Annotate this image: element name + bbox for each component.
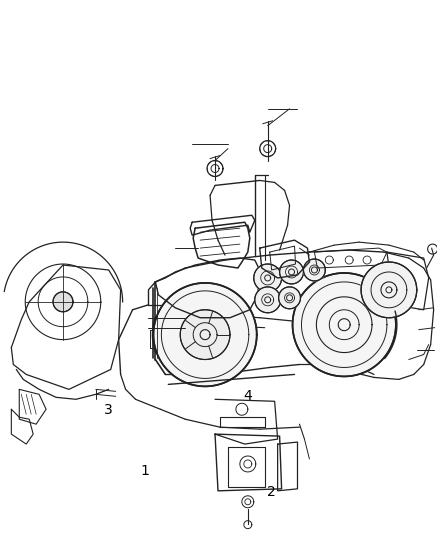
Polygon shape — [293, 273, 396, 376]
Polygon shape — [153, 283, 257, 386]
Text: 4: 4 — [243, 390, 252, 403]
Text: 1: 1 — [141, 464, 149, 478]
Polygon shape — [279, 260, 304, 284]
Polygon shape — [53, 292, 73, 312]
Polygon shape — [180, 310, 230, 360]
Polygon shape — [255, 287, 281, 313]
Polygon shape — [279, 287, 300, 309]
Text: 2: 2 — [267, 485, 276, 499]
Polygon shape — [304, 259, 325, 281]
Polygon shape — [361, 262, 417, 318]
Text: 3: 3 — [104, 402, 113, 417]
Polygon shape — [254, 264, 282, 292]
